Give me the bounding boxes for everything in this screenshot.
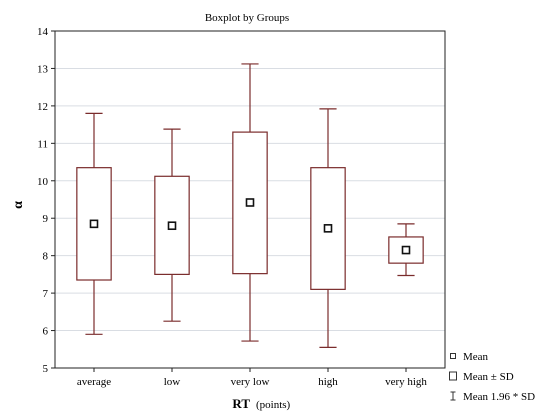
x-tick-label: low	[164, 376, 181, 388]
y-tick-label: 9	[43, 213, 49, 225]
box-group	[154, 128, 190, 322]
y-tick-label: 14	[37, 26, 49, 38]
x-tick-label: average	[77, 376, 111, 388]
mean-marker	[401, 245, 411, 255]
mean-marker	[245, 198, 255, 207]
y-tick-label: 8	[43, 251, 49, 263]
box-group	[310, 108, 346, 349]
y-tick-label: 13	[37, 63, 49, 75]
mean-marker	[323, 224, 333, 233]
mean-marker	[167, 221, 177, 231]
x-tick-label: very high	[385, 376, 427, 388]
legend-mean-icon	[450, 353, 456, 359]
y-tick-label: 11	[37, 138, 48, 150]
box-group	[232, 63, 268, 342]
x-tick-label: very low	[231, 376, 270, 388]
x-axis-label: RT	[232, 396, 250, 411]
x-axis-unit: (points)	[256, 399, 291, 411]
mean-marker	[89, 219, 99, 229]
y-tick-label: 7	[43, 288, 49, 300]
y-ticks: 5 6 7 8 9 10 11 12 13 14	[37, 26, 55, 375]
box-group	[388, 223, 424, 277]
x-ticks: average low very low high very high	[77, 368, 427, 388]
y-tick-label: 12	[37, 101, 48, 113]
x-tick-label: high	[318, 376, 338, 388]
y-tick-label: 6	[43, 326, 49, 338]
legend-label: Mean ± SD	[463, 371, 514, 383]
y-tick-label: 10	[37, 176, 49, 188]
y-axis-label: α	[11, 201, 26, 209]
legend: Mean Mean ± SD Mean 1.96 * SD	[449, 351, 535, 403]
y-tick-label: 5	[43, 363, 49, 375]
legend-box-icon	[449, 371, 457, 381]
boxes	[76, 63, 424, 349]
chart-title: Boxplot by Groups	[205, 12, 289, 24]
legend-label: Mean 1.96 * SD	[463, 391, 535, 403]
legend-label: Mean	[463, 351, 489, 363]
box-group	[76, 112, 112, 335]
